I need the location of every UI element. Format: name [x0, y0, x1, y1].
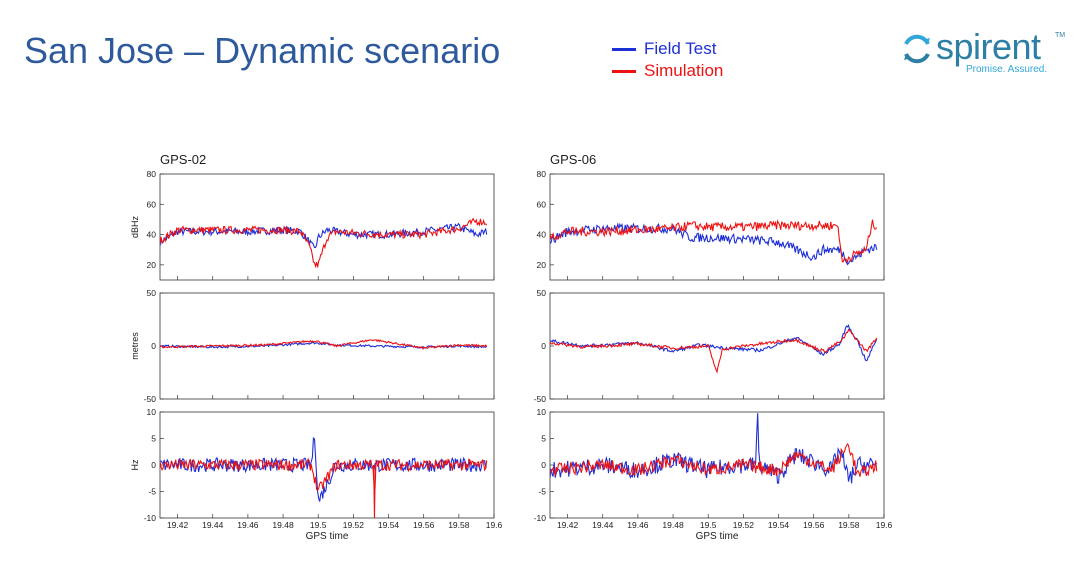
- y-tick-label-gps-06-panel-3: -5: [538, 487, 546, 497]
- chart-title-gps-06: GPS-06: [550, 152, 596, 167]
- series-line-simulation-gps-02-panel-2: [160, 338, 488, 350]
- x-tick-label-gps-06: 19.58: [838, 520, 860, 530]
- x-tick-label-gps-02: 19.44: [202, 520, 224, 530]
- y-tick-label-gps-02-panel-2: -50: [144, 394, 157, 404]
- slide-title: San Jose – Dynamic scenario: [24, 30, 501, 71]
- figure-svg: GPS-0220406080dBHz-50050metres-10-50510H…: [130, 152, 893, 542]
- y-tick-label-gps-02-panel-3: -5: [148, 487, 156, 497]
- y-tick-label-gps-02-panel-1: 40: [147, 230, 157, 240]
- x-tick-label-gps-02: 19.54: [378, 520, 400, 530]
- y-tick-label-gps-06-panel-1: 80: [537, 169, 547, 179]
- spirent-circle-icon: [904, 34, 930, 64]
- spirent-logo: spirent TM Promise. Assured.: [900, 26, 1070, 80]
- legend-label-field-test: Field Test: [644, 39, 717, 58]
- y-tick-label-gps-06-panel-3: -10: [534, 513, 547, 523]
- series-line-field-test-gps-06-panel-1: [550, 222, 878, 266]
- chart-title-gps-02: GPS-02: [160, 152, 206, 167]
- y-tick-label-gps-02-panel-3: -10: [144, 513, 157, 523]
- y-tick-label-gps-06-panel-1: 40: [537, 230, 547, 240]
- x-tick-label-gps-02: 19.56: [413, 520, 435, 530]
- series-line-simulation-gps-02-panel-3: [160, 458, 488, 518]
- y-tick-label-gps-02-panel-1: 80: [147, 169, 157, 179]
- series-line-field-test-gps-02-panel-3: [160, 436, 488, 502]
- x-tick-label-gps-06: 19.48: [662, 520, 684, 530]
- y-axis-label-gps-02-panel-2: metres: [130, 332, 140, 360]
- y-tick-label-gps-06-panel-1: 20: [537, 260, 547, 270]
- logo-tagline: Promise. Assured.: [966, 64, 1048, 75]
- x-tick-label-gps-06: 19.54: [768, 520, 790, 530]
- y-tick-label-gps-06-panel-3: 0: [541, 460, 546, 470]
- x-tick-label-gps-06: 19.5: [700, 520, 717, 530]
- x-tick-label-gps-06: 19.42: [557, 520, 579, 530]
- y-tick-label-gps-06-panel-1: 60: [537, 199, 547, 209]
- series-line-simulation-gps-06-panel-2: [550, 328, 878, 374]
- legend-swatch-simulation: [612, 70, 636, 73]
- y-tick-label-gps-02-panel-2: 50: [147, 288, 157, 298]
- y-tick-label-gps-06-panel-3: 5: [541, 434, 546, 444]
- series-line-simulation-gps-06-panel-3: [550, 442, 878, 477]
- y-axis-label-gps-02-panel-3: Hz: [130, 459, 140, 470]
- x-tick-label-gps-06: 19.6: [876, 520, 893, 530]
- x-tick-label-gps-02: 19.6: [486, 520, 503, 530]
- series-line-simulation-gps-06-panel-1: [550, 219, 878, 264]
- y-tick-label-gps-02-panel-1: 20: [147, 260, 157, 270]
- y-tick-label-gps-06-panel-2: -50: [534, 394, 547, 404]
- y-tick-label-gps-02-panel-1: 60: [147, 199, 157, 209]
- x-tick-label-gps-06: 19.44: [592, 520, 614, 530]
- logo-wordmark: spirent: [936, 26, 1041, 67]
- y-tick-label-gps-02-panel-3: 5: [151, 434, 156, 444]
- x-tick-label-gps-06: 19.46: [627, 520, 649, 530]
- y-tick-label-gps-02-panel-2: 0: [151, 341, 156, 351]
- y-tick-label-gps-06-panel-3: 10: [537, 407, 547, 417]
- x-tick-label-gps-06: 19.56: [803, 520, 825, 530]
- logo-trademark: TM: [1055, 32, 1066, 39]
- legend-swatch-field-test: [612, 48, 636, 51]
- y-tick-label-gps-06-panel-2: 50: [537, 288, 547, 298]
- y-tick-label-gps-02-panel-3: 0: [151, 460, 156, 470]
- y-axis-label-gps-02-panel-1: dBHz: [130, 216, 140, 239]
- x-tick-label-gps-02: 19.46: [237, 520, 259, 530]
- y-tick-label-gps-06-panel-2: 0: [541, 341, 546, 351]
- panel-frame-gps-02-panel-1: [159, 173, 495, 281]
- legend-label-simulation: Simulation: [644, 61, 724, 80]
- x-axis-label-gps-02: GPS time: [306, 531, 349, 542]
- series-line-field-test-gps-02-panel-1: [160, 222, 488, 249]
- x-tick-label-gps-02: 19.5: [310, 520, 327, 530]
- x-tick-label-gps-06: 19.52: [733, 520, 755, 530]
- y-tick-label-gps-02-panel-3: 10: [147, 407, 157, 417]
- x-tick-label-gps-02: 19.58: [448, 520, 470, 530]
- x-tick-label-gps-02: 19.52: [343, 520, 365, 530]
- x-tick-label-gps-02: 19.42: [167, 520, 189, 530]
- figure-area: GPS-02 20 40 60 80 dBHz -50 0 50 metres -10 -5 0 5 10 H…: [126, 148, 926, 560]
- x-tick-label-gps-02: 19.48: [272, 520, 294, 530]
- x-axis-label-gps-06: GPS time: [696, 531, 739, 542]
- series-line-simulation-gps-02-panel-1: [160, 217, 488, 269]
